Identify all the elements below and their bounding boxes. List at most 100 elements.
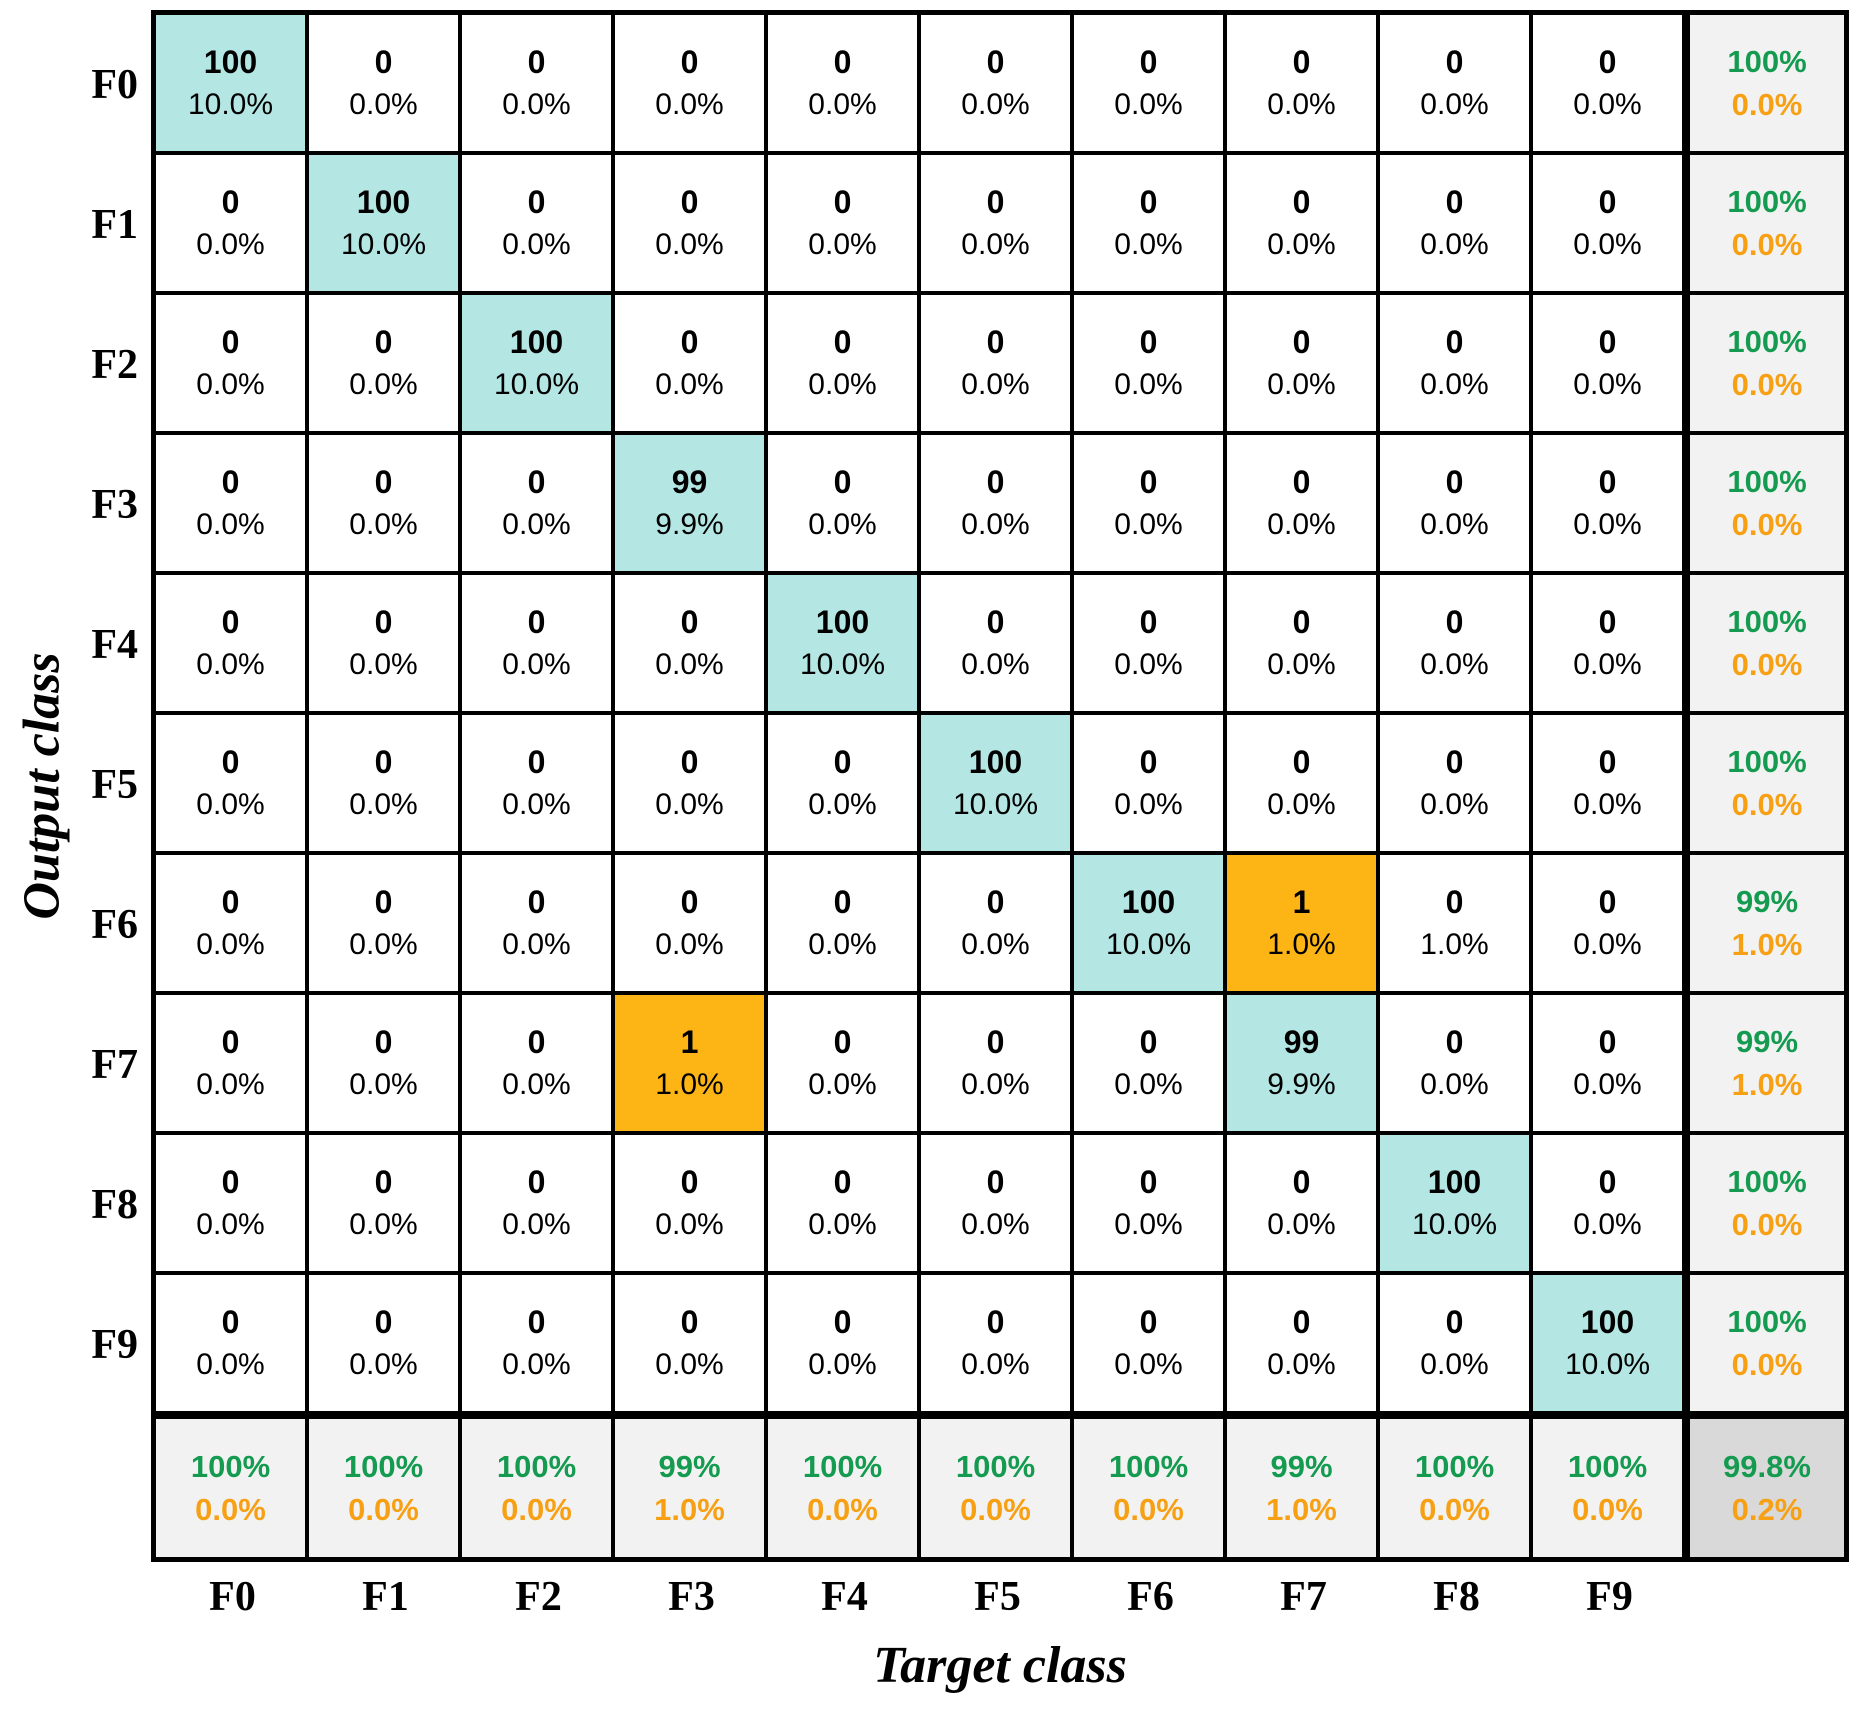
cell-line-1: 100% — [1727, 44, 1807, 79]
cell-line-1: 99% — [1735, 1024, 1799, 1059]
cell-line-2: 9.9% — [655, 508, 724, 541]
matrix-cell: 0 0.0% — [921, 295, 1074, 435]
cell-line-2: 0.0% — [1114, 508, 1183, 541]
cell-line-2: 0.0% — [655, 788, 724, 821]
matrix-cell: 0 0.0% — [1227, 15, 1380, 155]
cell-line-2: 0.0% — [808, 228, 877, 261]
cell-line-2: 0.0% — [502, 648, 571, 681]
cell-line-2: 10.0% — [187, 88, 274, 121]
diagonal-cell: 100 10.0% — [462, 295, 615, 435]
matrix-cell: 0 0.0% — [921, 155, 1074, 295]
cell-line-1: 0 — [374, 744, 393, 780]
cell-line-1: 0 — [1445, 1024, 1464, 1060]
column-summary-cell: 100% 0.0% — [1533, 1415, 1686, 1557]
matrix-cell: 0 0.0% — [615, 1275, 768, 1415]
matrix-cell: 0 0.0% — [462, 435, 615, 575]
matrix-cell: 0 0.0% — [156, 575, 309, 715]
cell-line-2: 0.0% — [808, 368, 877, 401]
cell-line-2: 10.0% — [1105, 928, 1192, 961]
diagonal-cell: 100 10.0% — [156, 15, 309, 155]
column-label: F8 — [1433, 1574, 1480, 1620]
cell-line-2: 0.0% — [196, 1068, 265, 1101]
cell-line-2: 0.0% — [961, 228, 1030, 261]
cell-line-2: 0.0% — [502, 1208, 571, 1241]
cell-line-2: 0.0% — [349, 648, 418, 681]
cell-line-1: 99 — [1283, 1024, 1320, 1060]
matrix-cell: 0 0.0% — [309, 295, 462, 435]
cell-line-2: 0.0% — [1731, 87, 1803, 122]
matrix-cell: 0 0.0% — [1380, 435, 1533, 575]
cell-line-1: 0 — [1139, 324, 1158, 360]
cell-line-1: 0 — [1292, 464, 1311, 500]
matrix-cell: 0 0.0% — [1533, 155, 1686, 295]
matrix-cell: 0 0.0% — [615, 575, 768, 715]
cell-line-1: 0 — [833, 1024, 852, 1060]
cell-line-1: 0 — [374, 44, 393, 80]
column-label: F3 — [668, 1574, 715, 1620]
cell-line-1: 0 — [1139, 464, 1158, 500]
cell-line-2: 0.0% — [1573, 1068, 1642, 1101]
cell-line-1: 0 — [1445, 604, 1464, 640]
cell-line-1: 0 — [374, 324, 393, 360]
matrix-cell: 0 0.0% — [1227, 1275, 1380, 1415]
matrix-cell: 0 0.0% — [309, 1135, 462, 1275]
row-summary-cell: 100% 0.0% — [1686, 155, 1844, 295]
cell-line-1: 0 — [680, 184, 699, 220]
cell-line-2: 0.0% — [655, 88, 724, 121]
cell-line-1: 0 — [1445, 184, 1464, 220]
cell-line-1: 0 — [1292, 744, 1311, 780]
cell-line-2: 0.0% — [1573, 228, 1642, 261]
matrix-cell: 0 0.0% — [462, 715, 615, 855]
cell-line-2: 0.0% — [349, 88, 418, 121]
matrix-cell: 0 0.0% — [1074, 575, 1227, 715]
cell-line-1: 0 — [1598, 1164, 1617, 1200]
matrix-cell: 0 0.0% — [1533, 15, 1686, 155]
cell-line-1: 0 — [221, 744, 240, 780]
matrix-cell: 0 0.0% — [1380, 295, 1533, 435]
cell-line-2: 0.0% — [196, 1348, 265, 1381]
cell-line-1: 0 — [833, 1164, 852, 1200]
matrix-cell: 0 0.0% — [462, 1275, 615, 1415]
cell-line-1: 0 — [374, 1304, 393, 1340]
matrix-cell: 0 0.0% — [1380, 995, 1533, 1135]
cell-line-1: 0 — [221, 184, 240, 220]
matrix-cell: 0 0.0% — [1380, 575, 1533, 715]
matrix-cell: 0 0.0% — [768, 715, 921, 855]
row-summary-cell: 100% 0.0% — [1686, 715, 1844, 855]
cell-line-1: 0 — [221, 1164, 240, 1200]
cell-line-1: 0 — [986, 1164, 1005, 1200]
cell-line-1: 0 — [1445, 744, 1464, 780]
matrix-cell: 0 0.0% — [768, 295, 921, 435]
matrix-cell: 0 0.0% — [1074, 295, 1227, 435]
cell-line-2: 0.0% — [655, 928, 724, 961]
cell-line-2: 0.0% — [1573, 1208, 1642, 1241]
cell-line-1: 0 — [221, 1024, 240, 1060]
cell-line-1: 0 — [986, 1024, 1005, 1060]
cell-line-1: 0 — [680, 884, 699, 920]
cell-line-1: 0 — [680, 44, 699, 80]
matrix-cell: 0 0.0% — [921, 575, 1074, 715]
matrix-cell: 0 0.0% — [1227, 715, 1380, 855]
cell-line-1: 0 — [527, 1024, 546, 1060]
row-summary-cell: 100% 0.0% — [1686, 15, 1844, 155]
matrix-cell: 0 1.0% — [1380, 855, 1533, 995]
cell-line-1: 100% — [1727, 604, 1807, 639]
row-label: F8 — [91, 1182, 138, 1228]
matrix-cell: 0 0.0% — [309, 715, 462, 855]
matrix-cell: 0 0.0% — [1074, 155, 1227, 295]
cell-line-2: 0.0% — [1731, 227, 1803, 262]
cell-line-1: 0 — [527, 464, 546, 500]
cell-line-2: 0.0% — [1267, 648, 1336, 681]
matrix-cell: 0 0.0% — [921, 15, 1074, 155]
row-label: F5 — [91, 762, 138, 808]
cell-line-2: 10.0% — [340, 228, 427, 261]
cell-line-2: 0.0% — [349, 508, 418, 541]
cell-line-2: 0.0% — [349, 1068, 418, 1101]
column-label: F7 — [1280, 1574, 1327, 1620]
cell-line-1: 0 — [221, 464, 240, 500]
matrix-grid: 100 10.0% 0 0.0% 0 0.0% 0 0.0% 0 0.0% 0 0.0% 0 0.0% 0 0… — [151, 10, 1849, 1562]
cell-line-2: 0.0% — [1267, 508, 1336, 541]
cell-line-2: 0.0% — [1420, 648, 1489, 681]
matrix-cell: 0 0.0% — [1227, 1135, 1380, 1275]
row-summary-cell: 100% 0.0% — [1686, 1275, 1844, 1415]
